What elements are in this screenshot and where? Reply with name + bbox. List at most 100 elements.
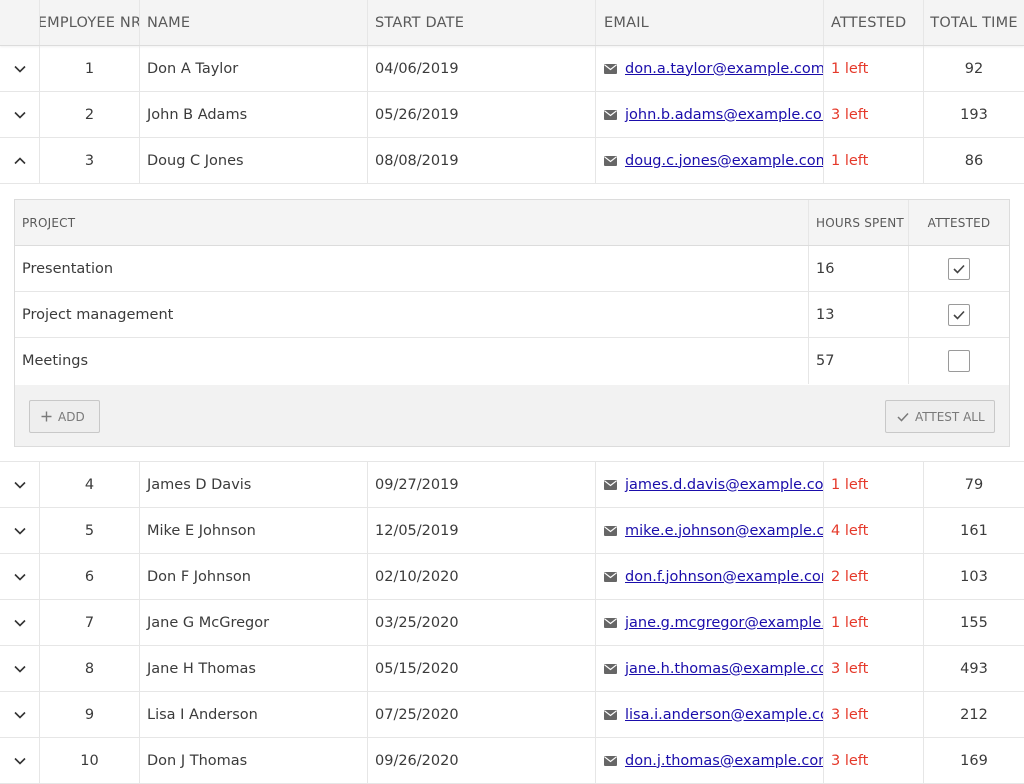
email-link[interactable]: mike.e.johnson@example.com [625, 522, 824, 539]
start-date: 12/05/2019 [368, 508, 596, 553]
expand-column-header [0, 0, 40, 45]
email-cell: don.a.taylor@example.com [596, 46, 824, 91]
email-link[interactable]: lisa.i.anderson@example.com [625, 706, 824, 723]
envelope-icon [604, 109, 617, 120]
expand-toggle[interactable] [0, 692, 40, 737]
attested-checkbox[interactable] [948, 257, 970, 280]
total-time: 92 [964, 60, 984, 77]
attested-status: 1 left [824, 462, 924, 507]
header-project[interactable]: PROJECT [15, 200, 809, 245]
expand-toggle[interactable] [0, 600, 40, 645]
email-cell: mike.e.johnson@example.com [596, 508, 824, 553]
employee-nr: 1 [40, 46, 140, 91]
attested-status: 1 left [824, 600, 924, 645]
header-project-attested[interactable]: ATTESTED [927, 215, 991, 230]
chevron-down-icon [13, 111, 26, 119]
expand-toggle[interactable] [0, 508, 40, 553]
attested-status: 3 left [824, 646, 924, 691]
project-name: Meetings [15, 338, 809, 384]
start-date: 09/27/2019 [368, 462, 596, 507]
attested-cell [909, 246, 1009, 291]
project-grid-footer: ADD ATTEST ALL [15, 385, 1009, 446]
employee-nr: 8 [40, 646, 140, 691]
project-row[interactable]: Project management 13 [15, 292, 1009, 338]
start-date: 08/08/2019 [368, 138, 596, 183]
header-total-time[interactable]: TOTAL TIME [930, 14, 1018, 31]
employee-nr: 3 [40, 138, 140, 183]
email-link[interactable]: john.b.adams@example.com [625, 106, 824, 123]
add-button-label: ADD [58, 409, 85, 424]
project-row[interactable]: Meetings 57 [15, 338, 1009, 384]
attested-checkbox[interactable] [948, 350, 970, 372]
attested-status: 3 left [824, 92, 924, 137]
attested-status: 3 left [824, 738, 924, 783]
envelope-icon [604, 479, 617, 490]
table-row[interactable]: 6 Don F Johnson 02/10/2020 don.f.johnson… [0, 554, 1024, 600]
envelope-icon [604, 571, 617, 582]
attest-all-button[interactable]: ATTEST ALL [885, 400, 995, 433]
start-date: 03/25/2020 [368, 600, 596, 645]
expand-toggle[interactable] [0, 462, 40, 507]
attested-checkbox[interactable] [948, 303, 970, 326]
chevron-down-icon [13, 619, 26, 627]
employee-name: Don F Johnson [140, 554, 368, 599]
employee-nr: 7 [40, 600, 140, 645]
header-start-date[interactable]: START DATE [368, 0, 596, 45]
total-time: 86 [964, 152, 984, 169]
email-link[interactable]: don.a.taylor@example.com [625, 60, 824, 77]
table-row[interactable]: 1 Don A Taylor 04/06/2019 don.a.taylor@e… [0, 46, 1024, 92]
table-row[interactable]: 4 James D Davis 09/27/2019 james.d.davis… [0, 462, 1024, 508]
total-time: 79 [964, 476, 984, 493]
table-row[interactable]: 2 John B Adams 05/26/2019 john.b.adams@e… [0, 92, 1024, 138]
attested-status: 3 left [824, 692, 924, 737]
expand-toggle[interactable] [0, 646, 40, 691]
total-time: 493 [960, 660, 988, 677]
employee-name: Don J Thomas [140, 738, 368, 783]
email-link[interactable]: jane.h.thomas@example.com [625, 660, 824, 677]
employee-name: Jane G McGregor [140, 600, 368, 645]
hours-spent: 13 [809, 292, 909, 337]
email-link[interactable]: doug.c.jones@example.com [625, 152, 824, 169]
employee-name: John B Adams [140, 92, 368, 137]
total-time: 161 [960, 522, 988, 539]
row-detail-panel: PROJECT HOURS SPENT ATTESTED Presentatio… [0, 184, 1024, 462]
table-row[interactable]: 3 Doug C Jones 08/08/2019 doug.c.jones@e… [0, 138, 1024, 184]
email-cell: james.d.davis@example.com [596, 462, 824, 507]
expand-toggle[interactable] [0, 738, 40, 783]
expand-toggle[interactable] [0, 46, 40, 91]
email-link[interactable]: don.j.thomas@example.com [625, 752, 824, 769]
attested-cell [909, 338, 1009, 384]
expand-toggle[interactable] [0, 554, 40, 599]
email-link[interactable]: don.f.johnson@example.com [625, 568, 824, 585]
header-name[interactable]: NAME [140, 0, 368, 45]
table-row[interactable]: 8 Jane H Thomas 05/15/2020 jane.h.thomas… [0, 646, 1024, 692]
envelope-icon [604, 63, 617, 74]
header-hours-spent[interactable]: HOURS SPENT [809, 200, 909, 245]
table-row[interactable]: 5 Mike E Johnson 12/05/2019 mike.e.johns… [0, 508, 1024, 554]
email-link[interactable]: james.d.davis@example.com [625, 476, 824, 493]
start-date: 05/15/2020 [368, 646, 596, 691]
table-row[interactable]: 10 Don J Thomas 09/26/2020 don.j.thomas@… [0, 738, 1024, 784]
total-time: 155 [960, 614, 988, 631]
header-email[interactable]: EMAIL [596, 0, 824, 45]
collapse-toggle[interactable] [0, 138, 40, 183]
envelope-icon [604, 755, 617, 766]
total-time: 169 [960, 752, 988, 769]
chevron-down-icon [13, 711, 26, 719]
project-row[interactable]: Presentation 16 [15, 246, 1009, 292]
checkmark-icon [897, 412, 909, 422]
expand-toggle[interactable] [0, 92, 40, 137]
add-button[interactable]: ADD [29, 400, 100, 433]
chevron-down-icon [13, 481, 26, 489]
table-row[interactable]: 7 Jane G McGregor 03/25/2020 jane.g.mcgr… [0, 600, 1024, 646]
table-row[interactable]: 9 Lisa I Anderson 07/25/2020 lisa.i.ande… [0, 692, 1024, 738]
project-grid-header: PROJECT HOURS SPENT ATTESTED [15, 200, 1009, 246]
hours-spent: 57 [809, 338, 909, 384]
attested-status: 2 left [824, 554, 924, 599]
email-link[interactable]: jane.g.mcgregor@example.com [625, 614, 823, 631]
start-date: 07/25/2020 [368, 692, 596, 737]
chevron-down-icon [13, 665, 26, 673]
header-attested[interactable]: ATTESTED [824, 0, 924, 45]
header-employee-nr[interactable]: EMPLOYEE NR [40, 0, 140, 45]
